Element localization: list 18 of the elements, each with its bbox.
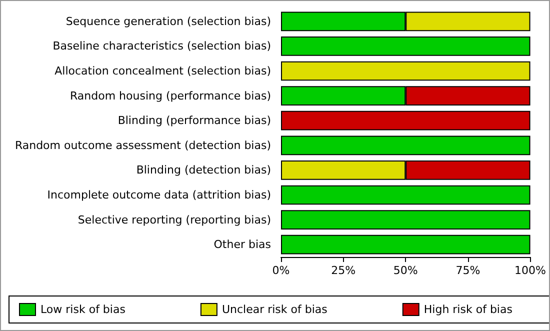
x-tick-label: 0% [272, 264, 290, 277]
y-tick-label: Allocation concealment (selection bias) [54, 64, 271, 78]
x-tick-label: 50% [393, 264, 418, 277]
y-tick-label: Blinding (performance bias) [118, 114, 271, 128]
y-tick-label: Blinding (detection bias) [136, 164, 271, 177]
legend-label: High risk of bias [424, 303, 513, 316]
x-tick-label: 25% [331, 264, 356, 277]
y-tick-label: Random housing (performance bias) [70, 89, 271, 102]
legend-label: Unclear risk of bias [222, 303, 328, 316]
y-tick-label: Other bias [214, 238, 272, 252]
x-tick-label: 75% [456, 264, 480, 277]
x-tick-label: 100% [514, 264, 546, 277]
y-tick-label: Incomplete outcome data (attrition bias) [47, 188, 271, 202]
y-tick-label: Baseline characteristics (selection bias) [52, 40, 271, 53]
y-tick-label: Selective reporting (reporting bias) [78, 213, 271, 226]
y-tick-label: Random outcome assessment (detection bias) [14, 138, 271, 152]
y-tick-label: Sequence generation (selection bias) [66, 14, 271, 28]
legend-label: Low risk of bias [40, 303, 126, 316]
